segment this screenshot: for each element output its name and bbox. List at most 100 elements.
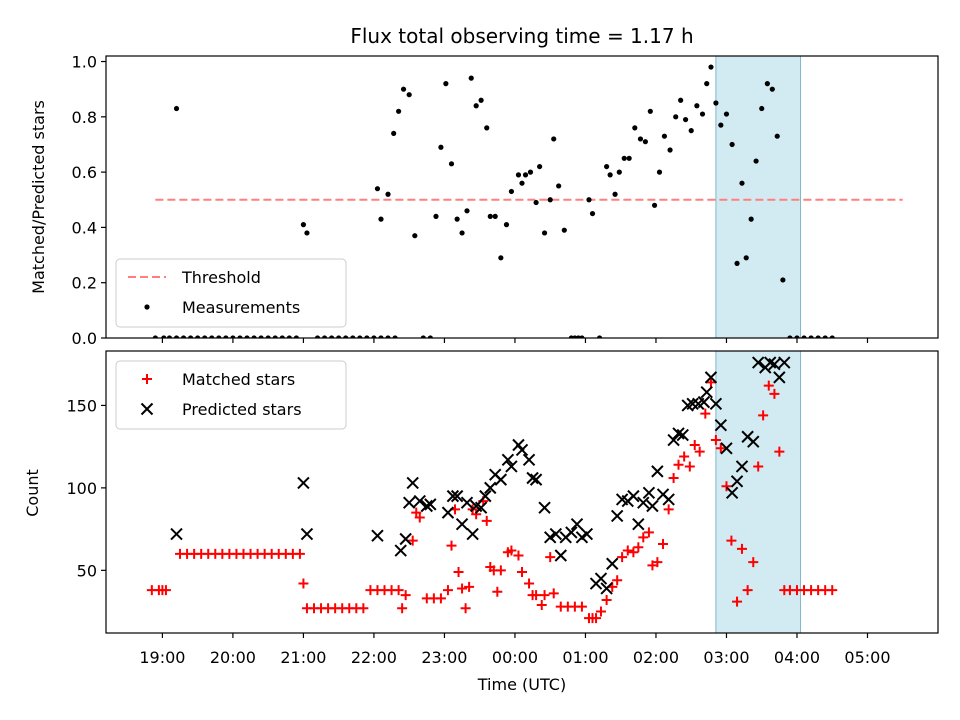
measurement-point	[448, 161, 455, 167]
measurement-point	[678, 97, 684, 103]
measurement-point	[527, 169, 534, 175]
predicted-stars-point	[709, 397, 723, 410]
matched-stars-point	[694, 446, 705, 457]
y-axis-label-count: Count	[23, 469, 42, 517]
measurement-point	[642, 139, 648, 145]
matched-stars-point	[643, 527, 654, 538]
matched-stars-point	[663, 504, 674, 515]
measurement-point	[180, 335, 187, 338]
matched-stars-point	[827, 585, 838, 596]
predicted-stars-point	[515, 443, 529, 457]
measurement-point	[713, 100, 719, 106]
predicted-stars-point	[751, 356, 765, 369]
predicted-stars-point	[725, 486, 739, 500]
measurement-point	[787, 335, 793, 338]
predicted-stars-point	[441, 506, 455, 519]
measurement-point	[794, 335, 800, 338]
matched-stars-point	[774, 446, 785, 457]
measurement-point	[209, 335, 215, 338]
matched-stars-point	[742, 585, 753, 596]
matched-stars-point	[531, 590, 542, 601]
measurement-point	[673, 114, 679, 120]
axes-frame	[105, 55, 939, 339]
measurement-point	[586, 197, 592, 203]
predicted-stars-point	[505, 460, 518, 473]
measurement-point	[579, 335, 585, 338]
measurement-point	[188, 335, 194, 338]
measurement-point	[647, 108, 653, 114]
y-tick-label: 0.0	[72, 329, 97, 348]
measurement-point	[300, 222, 307, 228]
matched-stars-point	[539, 590, 550, 601]
measurement-point	[487, 213, 493, 219]
predicted-stars-point	[424, 498, 437, 511]
measurement-point	[723, 111, 730, 117]
measurement-point	[350, 335, 356, 338]
matched-stars-point	[732, 596, 743, 607]
measurement-point	[152, 335, 158, 338]
measurement-point	[533, 199, 539, 206]
predicted-stars-point	[600, 582, 613, 595]
measurement-point	[743, 255, 749, 261]
matched-stars-point	[471, 509, 482, 520]
measurement-point	[385, 191, 391, 197]
measurement-point	[774, 133, 780, 139]
x-tick-label: 05:00	[844, 648, 890, 667]
measurement-point	[406, 92, 412, 98]
measurement-point	[202, 335, 208, 338]
legend-box	[115, 258, 347, 328]
predicted-stars-point	[402, 496, 416, 509]
y-tick-label: 50	[77, 561, 97, 580]
measurement-point	[371, 335, 377, 338]
predicted-stars-point	[773, 371, 786, 384]
matched-stars-point	[481, 515, 492, 526]
predicted-stars-point	[297, 476, 310, 490]
measurement-point	[515, 172, 522, 178]
x-tick-label: 02:00	[633, 648, 679, 667]
measurement-point	[815, 335, 821, 338]
measurement-point	[632, 125, 638, 131]
highlight-span	[715, 55, 802, 339]
y-tick-label: 0.4	[72, 218, 97, 237]
predicted-stars-point	[704, 371, 718, 384]
matched-stars-point	[652, 557, 663, 568]
ratio-panel: 0.0 0.2 0.4 0.6 0.8 1.0 Threshold Measurements	[72, 53, 939, 348]
measurement-point	[753, 158, 759, 164]
legend-matched-label: Matched stars	[182, 370, 295, 389]
predicted-stars-point	[763, 356, 777, 369]
predicted-stars-point	[501, 453, 515, 467]
measurement-point	[286, 335, 292, 338]
predicted-stars-point	[697, 395, 711, 409]
predicted-stars-point	[526, 471, 539, 485]
y-axis-label-ratio: Matched/Predicted stars	[29, 100, 48, 294]
matched-stars-point	[513, 550, 524, 561]
measurement-point	[166, 335, 173, 338]
predicted-stars-point	[667, 433, 680, 447]
predicted-stars-point	[455, 517, 469, 531]
matched-stars-point	[453, 566, 464, 577]
legend-predicted-label: Predicted stars	[182, 400, 302, 419]
matched-stars-point	[506, 545, 517, 556]
measurement-point	[195, 335, 201, 338]
predicted-stars-point	[580, 527, 594, 541]
matched-stars-point	[397, 603, 408, 614]
legend-matched-swatch	[142, 374, 152, 384]
predicted-stars-point	[300, 527, 314, 541]
measurement-point	[473, 103, 479, 109]
predicted-stars-point	[413, 494, 426, 508]
matched-stars-point	[294, 548, 305, 559]
matched-stars-point	[628, 547, 639, 558]
measurement-point	[718, 122, 724, 128]
measurement-point	[230, 335, 236, 338]
matched-stars-point	[705, 377, 716, 388]
predicted-stars-point	[394, 544, 407, 557]
matched-stars-point	[358, 603, 369, 614]
predicted-stars-point	[371, 529, 384, 542]
x-tick-label: 03:00	[703, 648, 749, 667]
predicted-stars-point	[720, 442, 733, 455]
x-tick-label: 21:00	[280, 648, 326, 667]
y-tick-label: 100	[66, 479, 97, 498]
x-tick-label: 01:00	[562, 648, 608, 667]
measurement-point	[801, 335, 807, 338]
